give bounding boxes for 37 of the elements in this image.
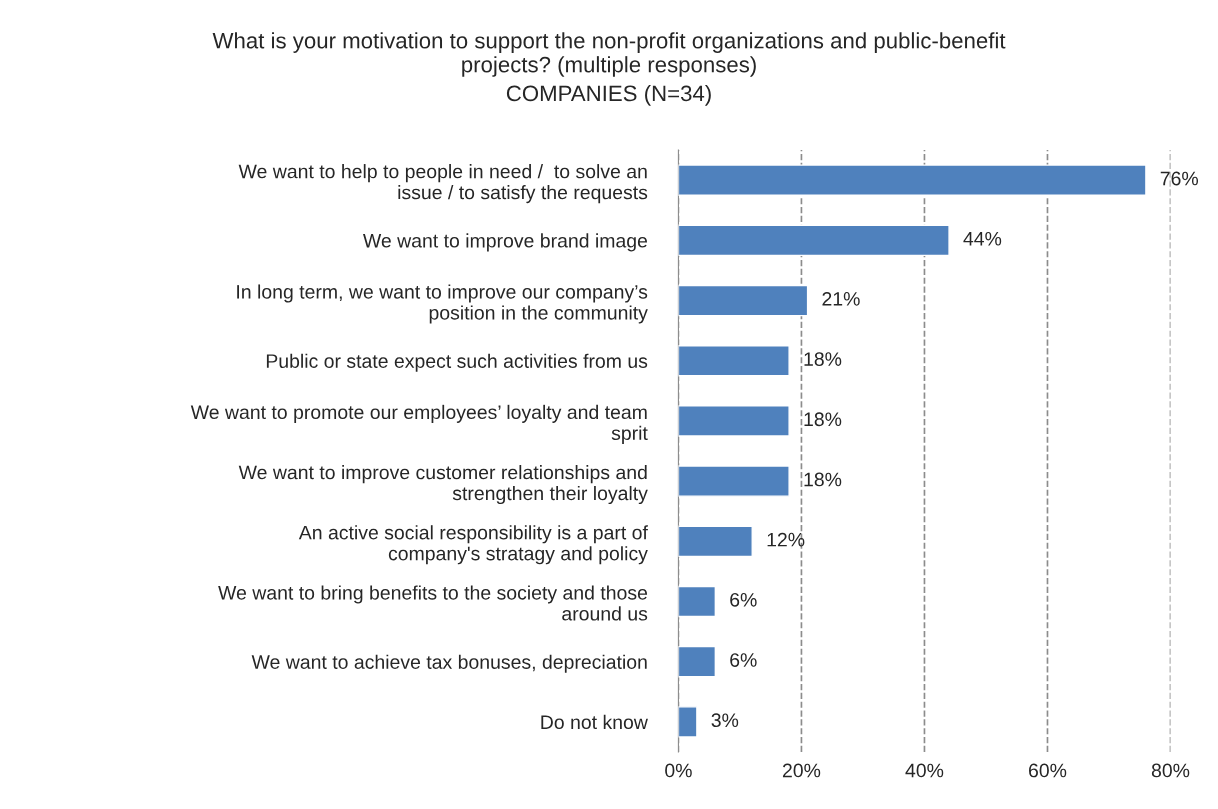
bar bbox=[678, 465, 790, 497]
x-tick-label: 60% bbox=[1029, 763, 1067, 778]
y-tick-label: An active social responsibility is a part of company's stratagy and policy bbox=[298, 525, 648, 565]
data-label: 21% bbox=[822, 291, 860, 306]
bar bbox=[678, 706, 698, 738]
bar bbox=[678, 164, 1147, 196]
x-tick-label: 20% bbox=[782, 763, 821, 778]
y-tick-label: We want to bring benefits to the society and those around us bbox=[218, 585, 648, 621]
bar bbox=[678, 645, 717, 678]
data-label: 18% bbox=[804, 472, 842, 487]
y-tick-label: We want to improve customer relationships and strengthen their loyalty bbox=[238, 465, 648, 505]
bar bbox=[678, 405, 790, 437]
y-tick-label: We want to help to people in need / to solve an issue / to satisfy the requests bbox=[238, 164, 648, 204]
x-tick-label: 40% bbox=[905, 763, 944, 778]
bar bbox=[678, 585, 717, 618]
x-tick-label: 0% bbox=[665, 763, 692, 778]
data-label: 76% bbox=[1160, 171, 1199, 186]
bar bbox=[678, 284, 809, 317]
data-label: 12% bbox=[767, 532, 805, 547]
bar bbox=[678, 344, 790, 377]
chart-subtitle: COMPANIES (N=34) bbox=[506, 84, 711, 106]
y-tick-label: In long term, we want to improve our company’s position in the community bbox=[237, 284, 648, 324]
data-label: 18% bbox=[804, 352, 842, 366]
y-tick-label: Do not know bbox=[541, 714, 648, 730]
bar bbox=[678, 224, 950, 257]
bar bbox=[678, 525, 753, 558]
y-tick-label: Public or state expect such activities from us bbox=[266, 353, 648, 372]
y-tick-label: We want to improve brand image bbox=[363, 233, 648, 252]
data-label: 6% bbox=[730, 653, 757, 667]
y-tick-label: We want to promote our employees’ loyalty and team sprit bbox=[190, 404, 648, 444]
data-label: 18% bbox=[804, 412, 842, 427]
data-label: 3% bbox=[711, 713, 739, 728]
data-label: 44% bbox=[963, 231, 1002, 246]
y-tick-label: We want to achieve tax bonuses, depreciation bbox=[251, 654, 647, 673]
x-tick-label: 80% bbox=[1151, 763, 1190, 778]
chart-title: What is your motivation to support the non-profit organizations and public-benefit projects? (multiple responses) bbox=[212, 32, 1006, 77]
data-label: 6% bbox=[730, 592, 757, 607]
